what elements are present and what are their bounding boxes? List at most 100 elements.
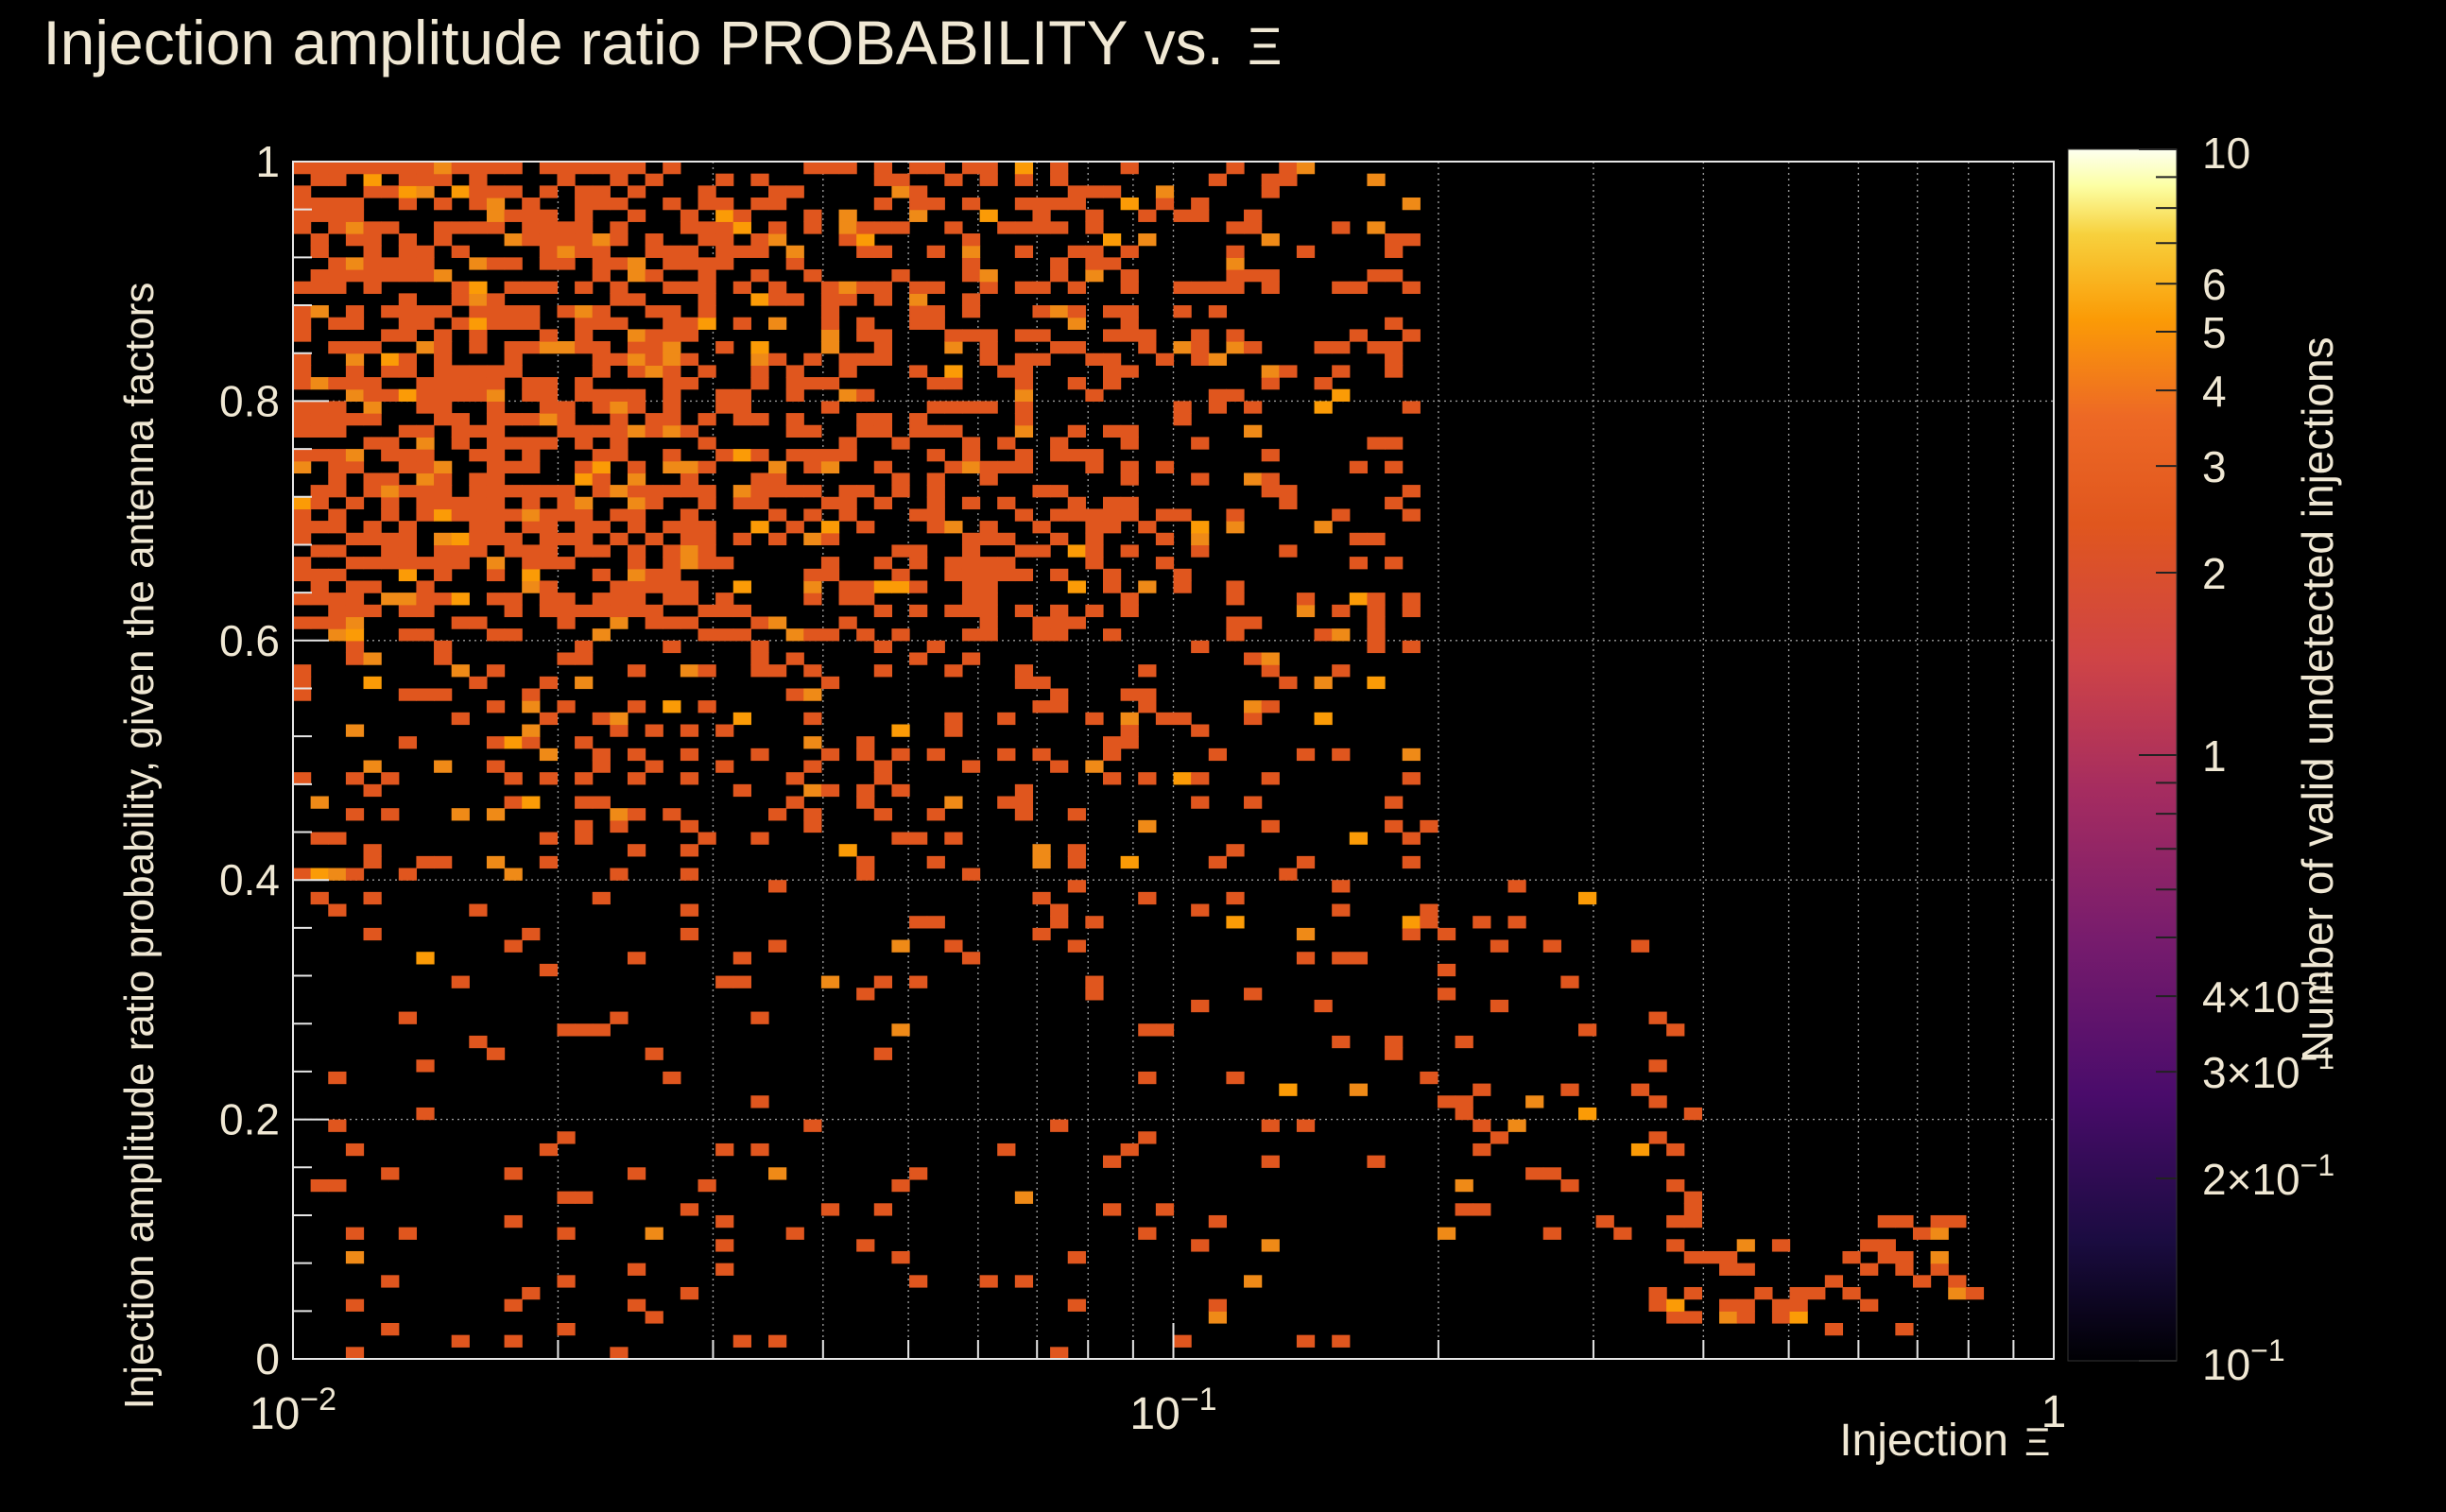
heatmap-cell bbox=[434, 329, 453, 342]
heatmap-cell bbox=[504, 437, 523, 450]
heatmap-cell bbox=[539, 437, 559, 450]
heatmap-cell bbox=[909, 198, 928, 211]
heatmap-cell bbox=[715, 209, 734, 222]
heatmap-cell bbox=[610, 221, 629, 234]
heatmap-cell bbox=[575, 185, 594, 198]
heatmap-cell bbox=[909, 281, 928, 294]
heatmap-cell bbox=[1226, 628, 1245, 642]
heatmap-cell bbox=[610, 712, 629, 726]
heatmap-cell bbox=[698, 305, 716, 318]
heatmap-cell bbox=[575, 736, 594, 749]
heatmap-cell bbox=[803, 460, 822, 474]
colorbar-border bbox=[2067, 148, 2178, 1362]
heatmap-cell bbox=[610, 401, 629, 414]
heatmap-cell bbox=[1296, 162, 1316, 175]
heatmap-cell bbox=[522, 305, 541, 318]
heatmap-cell bbox=[979, 162, 998, 175]
heatmap-cell bbox=[680, 460, 699, 474]
heatmap-cell bbox=[1385, 1047, 1404, 1060]
heatmap-cell bbox=[997, 747, 1016, 762]
heatmap-cell bbox=[345, 269, 365, 283]
heatmap-cell bbox=[539, 747, 559, 762]
heatmap-cell bbox=[1014, 449, 1034, 462]
heatmap-cell bbox=[891, 1178, 910, 1193]
heatmap-cell bbox=[1402, 233, 1421, 247]
heatmap-cell bbox=[1367, 269, 1386, 283]
heatmap-cell bbox=[416, 628, 435, 642]
heatmap-cell bbox=[310, 305, 329, 318]
heatmap-cell bbox=[434, 221, 453, 234]
heatmap-cell bbox=[873, 352, 893, 366]
heatmap-cell bbox=[680, 508, 699, 522]
heatmap-cell bbox=[803, 485, 822, 498]
heatmap-cell bbox=[926, 401, 945, 414]
heatmap-cell bbox=[1244, 221, 1263, 234]
heatmap-cell bbox=[522, 377, 541, 390]
colorbar-tick-label: 3 bbox=[2202, 442, 2227, 491]
heatmap-cell bbox=[979, 352, 998, 366]
heatmap-cell bbox=[416, 269, 435, 283]
heatmap-cell bbox=[1014, 162, 1034, 175]
heatmap-cell bbox=[451, 496, 470, 510]
heatmap-cell bbox=[486, 485, 506, 498]
heatmap-cell bbox=[1032, 891, 1051, 905]
heatmap-cell bbox=[1577, 1107, 1597, 1121]
heatmap-cell bbox=[486, 628, 506, 642]
heatmap-cell bbox=[592, 460, 611, 474]
heatmap-cell bbox=[732, 952, 751, 965]
heatmap-cell bbox=[592, 568, 611, 582]
heatmap-cell bbox=[1402, 329, 1421, 342]
heatmap-cell bbox=[979, 209, 998, 222]
heatmap-cell bbox=[873, 413, 893, 426]
heatmap-cell bbox=[627, 388, 646, 402]
heatmap-cell bbox=[1085, 975, 1104, 988]
heatmap-cell bbox=[434, 401, 453, 414]
heatmap-cell bbox=[1208, 305, 1227, 318]
heatmap-cell bbox=[961, 568, 981, 582]
heatmap-cell bbox=[398, 245, 418, 258]
heatmap-cell bbox=[1120, 329, 1139, 342]
heatmap-cell bbox=[1102, 496, 1122, 510]
heatmap-cell bbox=[909, 604, 928, 618]
heatmap-cell bbox=[328, 257, 347, 270]
heatmap-cell bbox=[1226, 580, 1245, 593]
heatmap-cell bbox=[610, 198, 629, 211]
heatmap-cell bbox=[504, 772, 523, 785]
heatmap-cell bbox=[1050, 1119, 1069, 1132]
heatmap-cell bbox=[680, 927, 699, 941]
heatmap-cell bbox=[1877, 1250, 1896, 1264]
heatmap-cell bbox=[732, 496, 751, 510]
heatmap-cell bbox=[434, 377, 453, 390]
heatmap-cell bbox=[469, 198, 488, 211]
heatmap-cell bbox=[345, 557, 365, 570]
heatmap-cell bbox=[575, 245, 594, 258]
heatmap-cell bbox=[434, 760, 453, 773]
heatmap-cell bbox=[310, 796, 329, 809]
heatmap-cell bbox=[1085, 544, 1104, 558]
heatmap-cell bbox=[1789, 1286, 1808, 1300]
heatmap-cell bbox=[732, 401, 751, 414]
heatmap-cell bbox=[451, 281, 470, 294]
heatmap-cell bbox=[1367, 341, 1386, 354]
heatmap-cell bbox=[1102, 365, 1122, 378]
heatmap-cell bbox=[1912, 1275, 1932, 1288]
heatmap-cell bbox=[944, 604, 963, 618]
heatmap-cell bbox=[486, 209, 506, 222]
heatmap-cell bbox=[469, 329, 488, 342]
heatmap-cell bbox=[1279, 676, 1298, 690]
heatmap-cell bbox=[1226, 269, 1245, 283]
heatmap-cell bbox=[873, 293, 893, 306]
heatmap-cell bbox=[486, 593, 506, 606]
heatmap-cell bbox=[944, 521, 963, 534]
heatmap-cell bbox=[1367, 628, 1386, 642]
heatmap-cell bbox=[539, 593, 559, 606]
heatmap-cell bbox=[504, 257, 523, 270]
colorbar-tick-label: 10 bbox=[2202, 129, 2250, 178]
heatmap-cell bbox=[1120, 365, 1139, 378]
heatmap-cell bbox=[873, 173, 893, 186]
heatmap-cell bbox=[328, 1071, 347, 1085]
heatmap-cell bbox=[610, 532, 629, 546]
heatmap-cell bbox=[434, 485, 453, 498]
heatmap-cell bbox=[698, 198, 716, 211]
heatmap-cell bbox=[434, 198, 453, 211]
